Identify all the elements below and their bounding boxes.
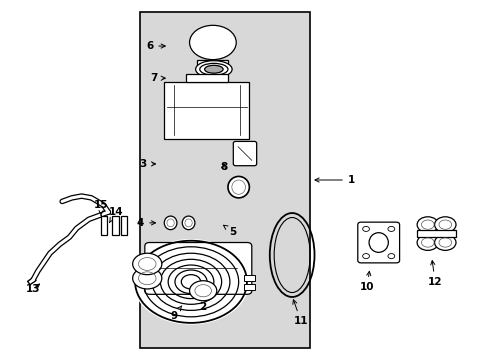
- Text: 3: 3: [140, 159, 155, 169]
- Text: 4: 4: [137, 218, 155, 228]
- Text: 1: 1: [314, 175, 354, 185]
- Bar: [140, 12, 309, 348]
- Text: 13: 13: [26, 284, 40, 294]
- Circle shape: [434, 235, 455, 250]
- FancyBboxPatch shape: [233, 141, 256, 166]
- Text: 10: 10: [359, 271, 373, 292]
- Text: 6: 6: [146, 41, 165, 51]
- Bar: [112, 216, 118, 235]
- Ellipse shape: [164, 216, 177, 230]
- FancyBboxPatch shape: [144, 243, 251, 294]
- Circle shape: [132, 253, 162, 275]
- Circle shape: [132, 239, 249, 325]
- FancyBboxPatch shape: [357, 222, 399, 263]
- Ellipse shape: [182, 216, 195, 230]
- Circle shape: [189, 281, 216, 301]
- Text: 15: 15: [94, 200, 108, 216]
- Bar: [185, 74, 227, 82]
- Text: 5: 5: [223, 225, 236, 237]
- Circle shape: [189, 25, 236, 60]
- Bar: [244, 275, 255, 281]
- Text: 14: 14: [108, 207, 122, 222]
- Ellipse shape: [195, 61, 232, 78]
- Circle shape: [416, 235, 438, 250]
- Text: 2: 2: [199, 285, 211, 312]
- Text: 8: 8: [220, 162, 227, 172]
- Ellipse shape: [200, 63, 227, 75]
- Bar: [164, 82, 249, 139]
- Bar: [121, 216, 127, 235]
- Text: 7: 7: [150, 73, 165, 83]
- Bar: [197, 60, 228, 68]
- Bar: [244, 284, 255, 290]
- Ellipse shape: [227, 176, 249, 198]
- Text: 9: 9: [170, 306, 182, 321]
- Ellipse shape: [204, 65, 223, 73]
- Circle shape: [132, 267, 162, 289]
- Bar: [416, 230, 455, 237]
- Bar: [101, 216, 107, 235]
- Text: 12: 12: [427, 261, 442, 287]
- Circle shape: [434, 217, 455, 233]
- Text: 11: 11: [292, 300, 307, 326]
- Circle shape: [416, 217, 438, 233]
